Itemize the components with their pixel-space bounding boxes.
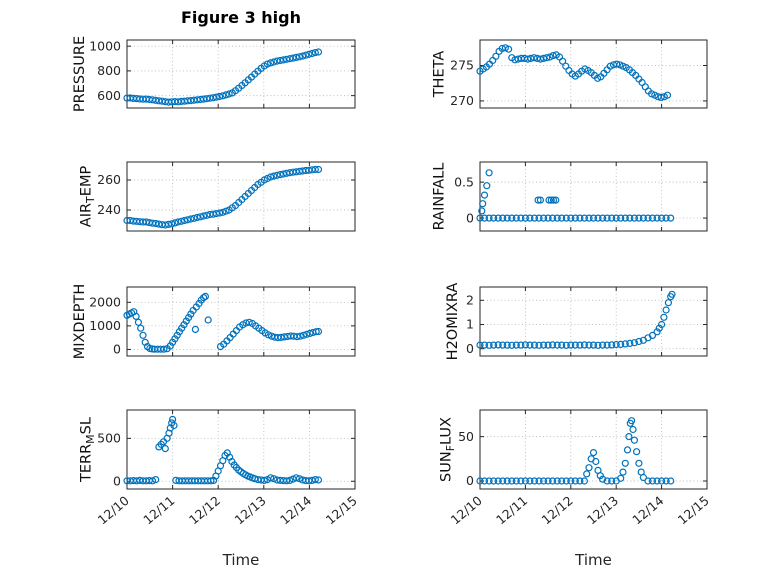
axes-box: [479, 286, 708, 357]
y-tick-label: 1000: [89, 318, 121, 333]
data-markers: [476, 290, 676, 349]
y-tick-label: 270: [450, 93, 474, 108]
axes-box: [126, 409, 356, 490]
data-markers: [123, 415, 323, 485]
tick-marks: [479, 287, 708, 356]
axes-box: [479, 409, 708, 490]
x-tick-label: 12/15: [323, 493, 360, 528]
data-markers: [476, 169, 675, 222]
y-tick-label: 2: [466, 293, 474, 308]
axes-box: [126, 286, 356, 357]
subplot-TERR_MSL: 0 500 12/10 12/11 12/12 12/13 12/14 12/15 TERRMS…: [79, 409, 360, 528]
x-tick-label: 12/14: [629, 493, 666, 528]
y-tick-label: 240: [97, 202, 121, 217]
y-tick-label: 50: [458, 429, 474, 444]
figure-title: Figure 3 high: [181, 8, 301, 27]
y-axis-label: THETA: [432, 51, 448, 99]
x-tick-label: 12/10: [448, 493, 485, 528]
y-axis-label: TERRMSL: [79, 417, 98, 483]
data-markers: [123, 48, 323, 106]
y-axis-label: SUNFLUX: [438, 417, 457, 482]
y-tick-label: 600: [97, 88, 121, 103]
x-tick-label: 12/12: [186, 493, 223, 528]
x-axis-label-right: Time: [575, 551, 612, 569]
tick-marks: [126, 410, 356, 489]
y-axis-label: AIRTEMP: [79, 166, 98, 228]
axes-box: [479, 161, 708, 232]
y-tick-label: 0: [466, 341, 474, 356]
y-axis-label: MIXDEPTH: [72, 284, 88, 360]
x-tick-label: 12/11: [140, 493, 177, 528]
data-markers: [123, 165, 323, 229]
x-tick-label: 12/10: [95, 493, 132, 528]
subplot-SUN_FLUX: 0 50 12/10 12/11 12/12 12/13 12/14 12/15 SUNFLUX: [438, 409, 712, 528]
tick-marks: [126, 162, 356, 231]
data-markers: [123, 292, 323, 353]
y-tick-label: 0: [466, 473, 474, 488]
x-tick-label: 12/13: [584, 493, 621, 528]
x-tick-label: 12/11: [493, 493, 530, 528]
x-axis-label-left: Time: [222, 551, 260, 569]
y-axis-label: H2OMIXRA: [445, 283, 461, 361]
y-tick-label: 1000: [89, 38, 121, 53]
subplot-RAINFALL: 0 0.5 RAINFALL: [432, 161, 708, 232]
x-tick-label: 12/12: [538, 493, 575, 528]
x-tick-label: 12/15: [675, 493, 712, 528]
y-tick-label: 0: [466, 210, 474, 225]
subplot-H2OMIXRA: 0 1 2 H2OMIXRA: [445, 283, 708, 361]
y-tick-label: 0: [113, 342, 121, 357]
axes-box: [126, 161, 356, 232]
y-tick-label: 260: [97, 172, 121, 187]
y-tick-label: 0: [113, 473, 121, 488]
data-markers: [476, 417, 675, 485]
x-tick-label: 12/14: [277, 493, 314, 528]
y-axis-label: RAINFALL: [432, 163, 448, 231]
axes-box: [126, 39, 356, 109]
y-tick-label: 275: [450, 58, 474, 73]
y-axis-label: PRESSURE: [72, 36, 88, 112]
y-tick-label: 2000: [89, 295, 121, 310]
data-markers: [476, 44, 672, 102]
y-tick-label: 0.5: [454, 174, 474, 189]
x-tick-label: 12/13: [231, 493, 268, 528]
y-tick-label: 1: [466, 317, 474, 332]
y-tick-label: 500: [97, 431, 121, 446]
tick-marks: [126, 287, 356, 356]
y-tick-label: 800: [97, 63, 121, 78]
